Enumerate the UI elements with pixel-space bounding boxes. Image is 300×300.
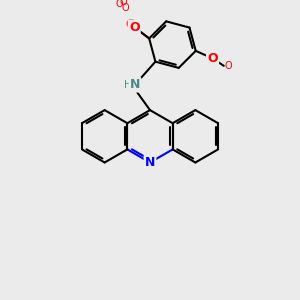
Text: N: N [145, 156, 155, 169]
Text: O: O [119, 0, 127, 7]
Text: H: H [124, 80, 131, 90]
Text: N: N [130, 78, 140, 92]
Text: O: O [225, 61, 232, 71]
Text: O: O [121, 4, 129, 14]
Text: O: O [207, 52, 218, 65]
Text: O: O [116, 0, 123, 9]
Text: O: O [125, 18, 136, 31]
Text: O: O [129, 21, 140, 34]
